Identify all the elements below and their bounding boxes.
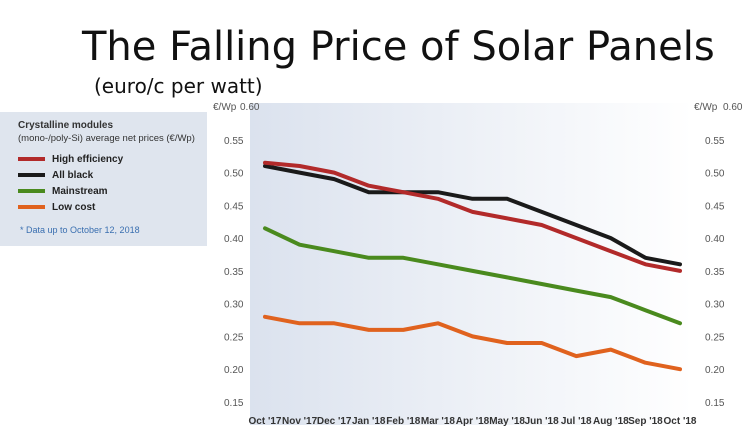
y-tick-left: 0.35	[224, 267, 244, 278]
y-tick-left: 0.30	[224, 300, 244, 311]
x-tick-label: Jul '18	[561, 416, 592, 427]
x-tick-label: Mar '18	[421, 416, 456, 427]
y-tick-left: 0.45	[224, 201, 244, 212]
x-tick-label: Apr '18	[456, 416, 490, 427]
chart-title: The Falling Price of Solar Panels	[82, 24, 715, 70]
legend-swatch	[18, 157, 45, 162]
x-tick-label: Feb '18	[386, 416, 420, 427]
legend: Crystalline modules (mono-/poly-Si) aver…	[0, 112, 207, 246]
x-tick-label: Nov '17	[282, 416, 318, 427]
y-tick-right: 0.20	[705, 365, 725, 376]
legend-title: Crystalline modules	[18, 120, 114, 131]
y-tick-left: 0.25	[224, 332, 244, 343]
x-tick-label: Jan '18	[352, 416, 386, 427]
legend-item-mainstream: Mainstream	[18, 186, 108, 197]
y-tick-right: 0.60	[723, 102, 743, 113]
x-tick-label: Oct '18	[664, 416, 697, 427]
x-tick-label: Dec '17	[317, 416, 352, 427]
chart-subtitle: (euro/c per watt)	[94, 74, 263, 98]
y-tick-left: 0.40	[224, 234, 244, 245]
legend-item-all-black: All black	[18, 170, 93, 181]
legend-swatch	[18, 173, 45, 178]
y-tick-right: 0.25	[705, 332, 725, 343]
plot-background	[250, 103, 693, 425]
y-tick-right: 0.40	[705, 234, 725, 245]
x-tick-label: Aug '18	[593, 416, 629, 427]
series-line-low-cost	[263, 314, 682, 372]
y-tick-right: 0.15	[705, 398, 725, 409]
y-tick-left: 0.20	[224, 365, 244, 376]
legend-item-low-cost: Low cost	[18, 202, 95, 213]
y-tick-left: 0.50	[224, 169, 244, 180]
data-note: * Data up to October 12, 2018	[20, 225, 140, 235]
y-tick-left: 0.55	[224, 136, 244, 147]
y-tick-right: 0.50	[705, 169, 725, 180]
x-tick-label: Oct '17	[249, 416, 282, 427]
series-line-all-black	[263, 164, 682, 267]
y-tick-right: 0.30	[705, 300, 725, 311]
y-tick-left: 0.60	[240, 102, 260, 113]
y-tick-right: 0.35	[705, 267, 725, 278]
y-tick-right: 0.45	[705, 201, 725, 212]
legend-subtitle: (mono-/poly-Si) average net prices (€/Wp…	[18, 133, 195, 144]
legend-item-high-efficiency: High efficiency	[18, 154, 123, 165]
x-tick-label: Sep '18	[628, 416, 663, 427]
y-unit-left: €/Wp	[213, 102, 237, 113]
x-tick-label: May '18	[489, 416, 525, 427]
legend-swatch	[18, 205, 45, 210]
series-line-high-efficiency	[263, 160, 682, 273]
series-line-mainstream	[263, 226, 682, 326]
legend-swatch	[18, 189, 45, 194]
y-tick-right: 0.55	[705, 136, 725, 147]
y-unit-right: €/Wp	[694, 102, 718, 113]
x-tick-label: Jun '18	[525, 416, 559, 427]
y-tick-left: 0.15	[224, 398, 244, 409]
